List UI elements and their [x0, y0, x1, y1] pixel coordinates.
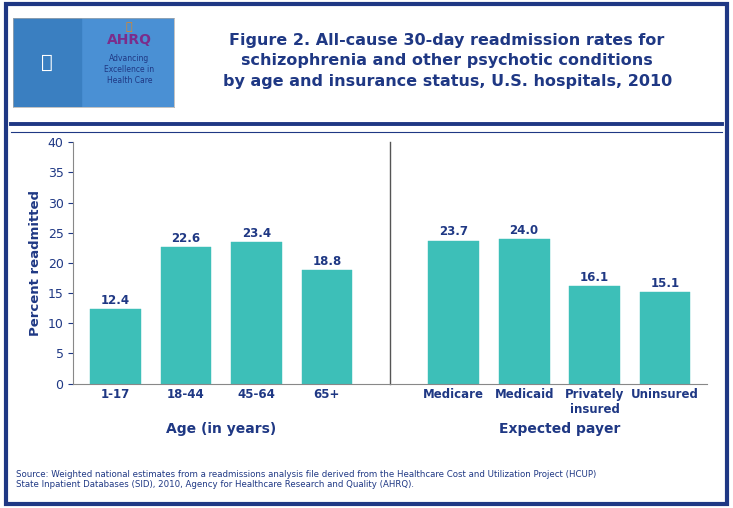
Text: 🦅: 🦅 — [41, 53, 53, 72]
Bar — [640, 293, 690, 384]
Bar — [161, 247, 211, 384]
Text: Figure 2. All-cause 30-day readmission rates for
schizophrenia and other psychot: Figure 2. All-cause 30-day readmission r… — [223, 33, 671, 89]
Text: 24.0: 24.0 — [509, 224, 539, 237]
Bar — [13, 18, 81, 107]
Bar — [570, 287, 620, 384]
Text: 12.4: 12.4 — [101, 294, 130, 307]
Text: Source: Weighted national estimates from a readmissions analysis file derived fr: Source: Weighted national estimates from… — [16, 470, 597, 489]
Text: 15.1: 15.1 — [650, 277, 679, 291]
Text: ⌒: ⌒ — [126, 22, 133, 32]
Y-axis label: Percent readmitted: Percent readmitted — [29, 190, 42, 336]
Text: 22.6: 22.6 — [172, 232, 201, 245]
Bar — [301, 270, 353, 384]
Text: 23.7: 23.7 — [439, 226, 468, 238]
Text: AHRQ: AHRQ — [107, 33, 152, 47]
Text: 23.4: 23.4 — [242, 227, 271, 240]
Bar — [428, 241, 479, 384]
Text: Advancing
Excellence in
Health Care: Advancing Excellence in Health Care — [104, 54, 155, 85]
Text: 16.1: 16.1 — [580, 271, 609, 284]
Text: 18.8: 18.8 — [312, 255, 342, 268]
Bar — [499, 239, 550, 384]
Bar — [90, 309, 141, 384]
Text: Age (in years): Age (in years) — [166, 422, 276, 436]
Bar — [231, 242, 281, 384]
Text: Expected payer: Expected payer — [498, 422, 620, 436]
